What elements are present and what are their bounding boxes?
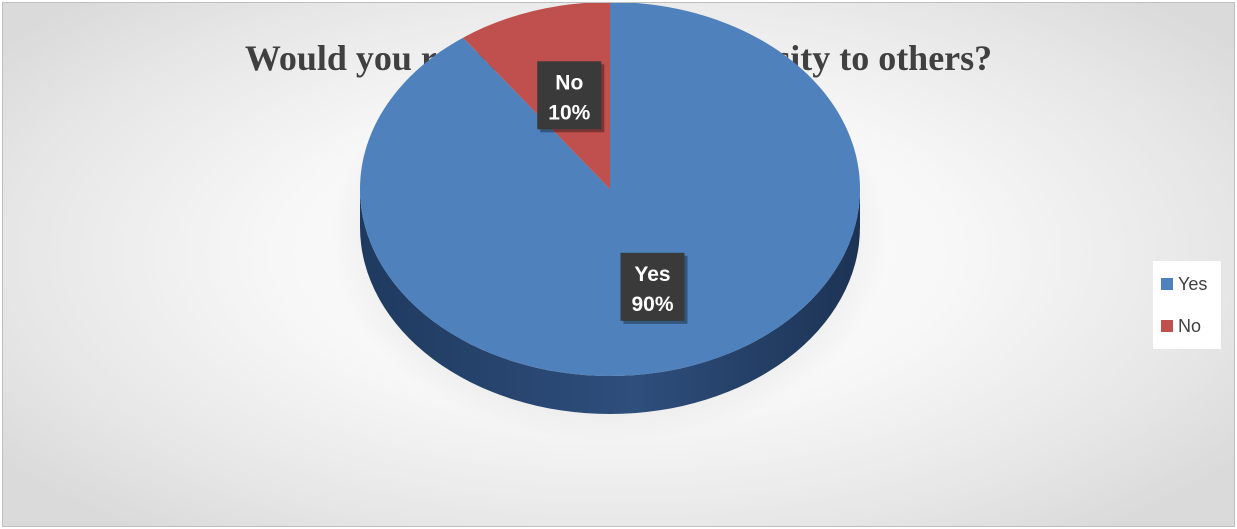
legend-label-yes: Yes bbox=[1178, 273, 1208, 294]
pie-slice-no bbox=[463, 3, 610, 189]
pie-side-yes bbox=[360, 189, 860, 414]
legend-swatch-yes bbox=[1161, 278, 1173, 290]
data-label-box bbox=[537, 61, 602, 130]
data-label-percent: 90% bbox=[631, 293, 673, 316]
legend-item-no: No bbox=[1161, 315, 1201, 337]
legend-label-no: No bbox=[1178, 315, 1202, 336]
data-label-box bbox=[620, 252, 685, 321]
legend-item-yes: Yes bbox=[1161, 273, 1207, 295]
data-label-category: No bbox=[555, 71, 583, 94]
data-label-yes: Yes 90% bbox=[620, 252, 688, 324]
legend-swatch-no bbox=[1161, 320, 1173, 332]
data-label-percent: 10% bbox=[548, 101, 590, 124]
pie-slice-yes bbox=[360, 3, 861, 376]
legend: Yes No bbox=[1153, 261, 1221, 349]
data-label-category: Yes bbox=[634, 263, 670, 286]
pie-chart: Yes 90% No 10% bbox=[330, 3, 890, 442]
data-label-no: No 10% bbox=[537, 61, 605, 133]
